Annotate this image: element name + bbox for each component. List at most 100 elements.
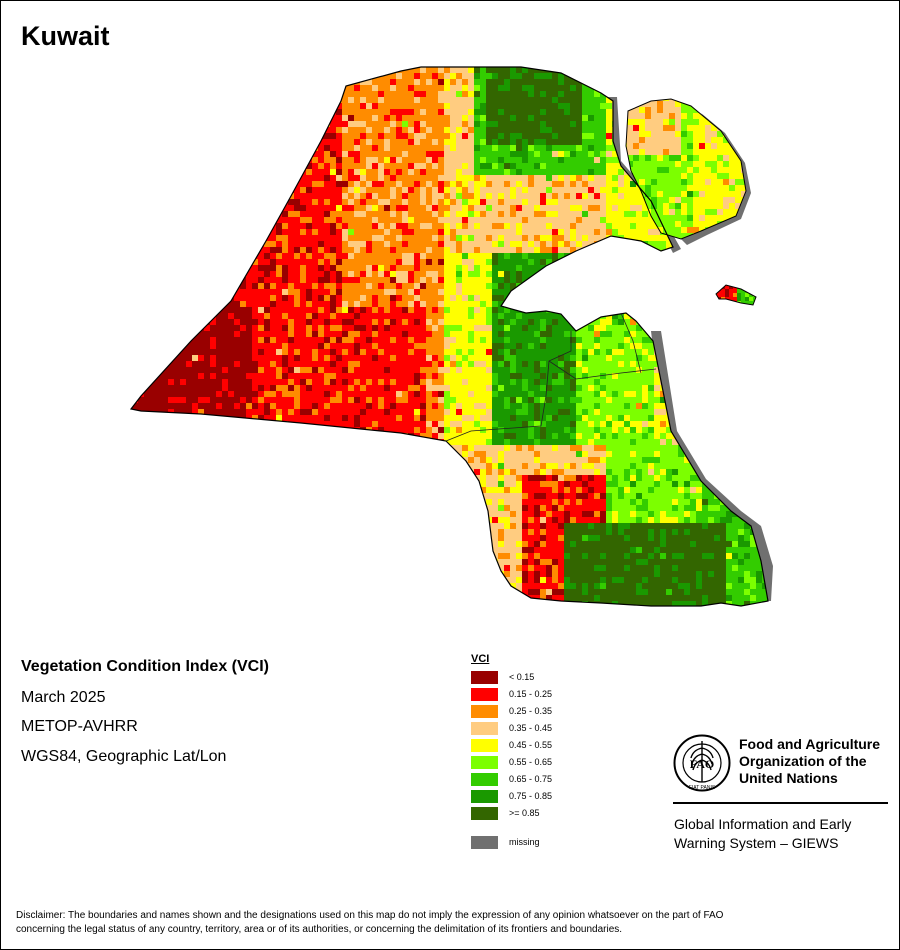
vci-cell — [330, 229, 337, 236]
vci-cell — [402, 79, 409, 86]
vci-cell — [492, 217, 499, 224]
vci-cell — [294, 283, 301, 290]
vci-cell — [594, 91, 601, 98]
vci-cell — [768, 109, 775, 116]
vci-cell — [468, 145, 475, 152]
vci-cell — [762, 139, 768, 146]
vci-cell — [174, 265, 181, 272]
vci-cell — [372, 175, 379, 182]
vci-cell — [138, 151, 145, 158]
vci-cell — [474, 145, 481, 152]
vci-cell — [414, 235, 421, 242]
vci-cell — [378, 115, 385, 122]
vci-cell — [768, 217, 775, 224]
vci-cell — [624, 193, 631, 200]
vci-cell — [702, 277, 709, 284]
vci-cell — [432, 97, 439, 104]
vci-cell — [180, 259, 187, 266]
vci-cell — [414, 73, 421, 80]
vci-cell — [384, 241, 391, 248]
vci-cell — [618, 247, 625, 254]
vci-cell — [486, 109, 493, 116]
vci-cell — [210, 325, 217, 332]
vci-cell — [510, 145, 517, 152]
vci-cell — [438, 103, 445, 110]
vci-cell — [750, 163, 757, 170]
vci-cell — [402, 289, 409, 296]
vci-cell — [228, 253, 235, 260]
vci-cell — [432, 151, 439, 158]
vci-cell — [576, 85, 583, 92]
vci-cell — [672, 91, 679, 98]
vci-cell — [438, 163, 445, 170]
vci-cell — [570, 307, 577, 314]
vci-cell — [252, 211, 259, 218]
vci-cell — [234, 145, 241, 152]
vci-cell — [336, 247, 343, 254]
vci-cell — [306, 313, 313, 320]
vci-cell — [474, 307, 481, 314]
vci-cell — [450, 151, 457, 158]
vci-cell — [372, 193, 379, 200]
vci-cell — [192, 205, 199, 212]
vci-cell — [480, 247, 487, 254]
vci-cell — [588, 313, 595, 320]
vci-cell — [132, 331, 139, 338]
vci-cell — [522, 235, 529, 242]
vci-cell — [570, 169, 577, 176]
vci-cell — [288, 331, 295, 338]
vci-cell — [336, 223, 343, 230]
vci-cell — [450, 211, 457, 218]
vci-cell — [750, 169, 757, 176]
vci-cell — [270, 73, 277, 80]
vci-cell — [582, 67, 589, 68]
vci-cell — [156, 133, 163, 140]
vci-cell — [546, 97, 553, 104]
vci-cell — [252, 67, 259, 68]
vci-cell — [276, 151, 283, 158]
vci-cell — [750, 109, 757, 116]
vci-cell — [324, 241, 331, 248]
vci-cell — [324, 193, 331, 200]
vci-cell — [408, 67, 415, 74]
vci-cell — [246, 325, 253, 332]
vci-cell — [180, 163, 187, 170]
vci-cell — [192, 301, 199, 308]
vci-cell — [132, 229, 139, 236]
vci-cell — [246, 157, 253, 164]
vci-cell — [336, 187, 343, 194]
vci-cell — [372, 331, 379, 338]
vci-cell — [564, 271, 571, 278]
vci-cell — [774, 115, 781, 122]
vci-cell — [600, 73, 607, 80]
vci-cell — [528, 283, 535, 290]
vci-cell — [300, 211, 307, 218]
vci-cell — [336, 145, 343, 152]
vci-cell — [732, 241, 739, 248]
vci-cell — [564, 181, 571, 188]
vci-cell — [156, 313, 163, 320]
vci-cell — [552, 241, 559, 248]
vci-cell — [558, 145, 565, 152]
vci-cell — [642, 265, 649, 272]
vci-cell — [216, 97, 223, 104]
vci-cell — [354, 325, 361, 332]
vci-cell — [540, 313, 547, 320]
vci-cell — [324, 67, 331, 74]
vci-cell — [312, 205, 319, 212]
vci-cell — [360, 241, 367, 248]
vci-cell — [324, 139, 331, 146]
vci-cell — [618, 265, 625, 272]
vci-cell — [354, 139, 361, 146]
vci-cell — [480, 211, 487, 218]
vci-cell — [294, 265, 301, 272]
vci-cell — [408, 211, 415, 218]
vci-cell — [360, 247, 367, 254]
vci-cell — [576, 301, 583, 308]
vci-cell — [738, 253, 745, 260]
vci-cell — [252, 151, 259, 158]
vci-cell — [360, 223, 367, 230]
vci-cell — [132, 259, 139, 266]
vci-cell — [576, 319, 583, 326]
vci-cell — [456, 307, 463, 314]
